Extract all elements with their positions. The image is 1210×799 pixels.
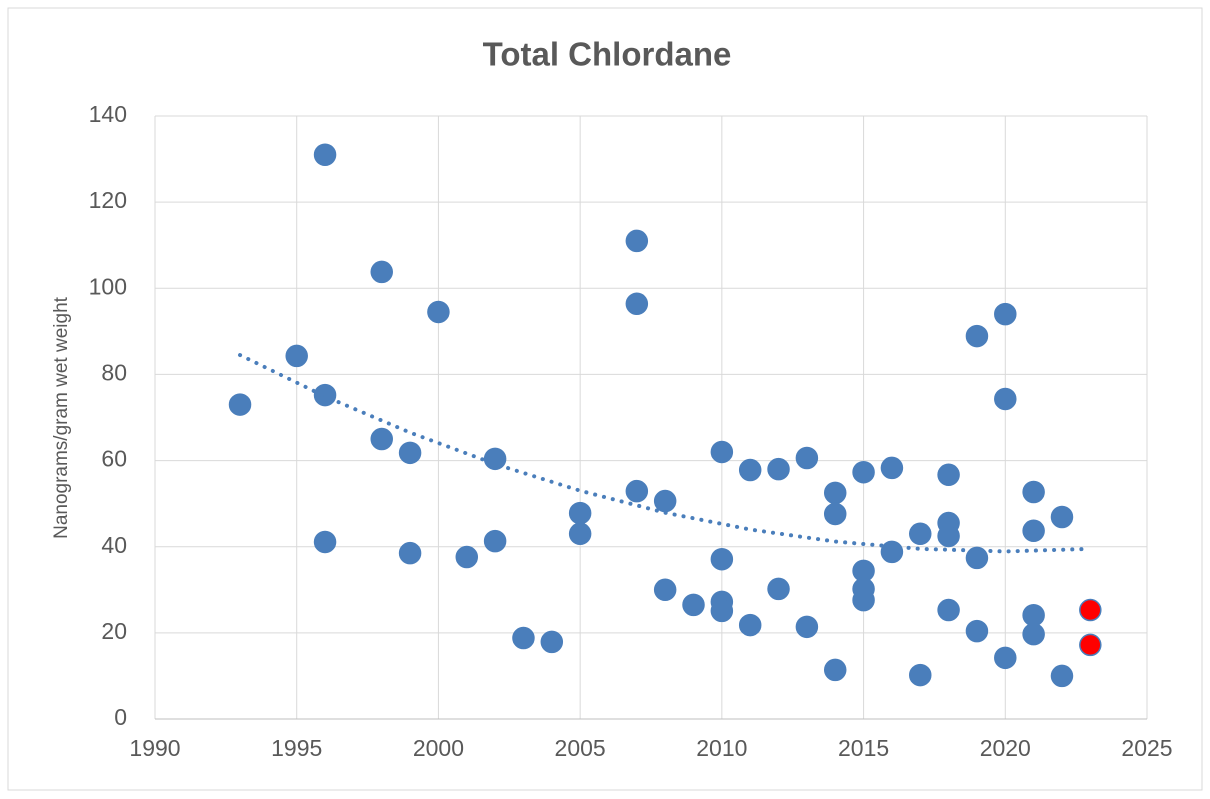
- data-point: [1022, 519, 1045, 543]
- data-point: [795, 615, 819, 639]
- data-point: [370, 260, 393, 284]
- data-point: [398, 541, 422, 565]
- data-point: [625, 479, 649, 503]
- data-point: [313, 383, 337, 407]
- y-tick-label: 20: [101, 618, 127, 644]
- data-point: [909, 522, 932, 546]
- data-point: [483, 529, 507, 553]
- data-point: [568, 522, 592, 546]
- y-tick-label: 60: [101, 446, 127, 472]
- data-point: [398, 441, 422, 465]
- data-point: [767, 457, 790, 481]
- y-tick-label: 120: [89, 187, 127, 213]
- data-point: [625, 292, 649, 316]
- y-axis-label: Nanograms/gram wet weight: [51, 296, 72, 539]
- data-point: [880, 456, 904, 480]
- x-tick-label: 2005: [555, 735, 606, 761]
- data-point: [994, 302, 1017, 326]
- data-point: [937, 598, 960, 622]
- data-point: [653, 489, 677, 513]
- x-tick-label: 2025: [1121, 735, 1172, 761]
- data-point: [1050, 505, 1074, 529]
- y-tick-label: 140: [89, 101, 127, 127]
- data-point: [568, 501, 592, 525]
- x-tick-label: 1995: [271, 735, 322, 761]
- data-point: [483, 447, 507, 471]
- x-tick-label: 1990: [129, 735, 180, 761]
- data-point: [965, 324, 989, 348]
- data-point: [994, 646, 1017, 670]
- data-point: [1022, 622, 1045, 646]
- x-tick-label: 2000: [413, 735, 464, 761]
- data-point: [455, 545, 479, 569]
- data-point: [1022, 603, 1045, 627]
- data-point: [909, 663, 932, 687]
- data-point: [653, 578, 677, 602]
- data-point: [823, 481, 847, 505]
- data-point: [852, 460, 875, 484]
- data-point: [285, 344, 308, 368]
- data-point: [823, 658, 847, 682]
- data-point: [1079, 633, 1102, 657]
- data-point: [625, 229, 649, 253]
- x-tick-label: 2015: [838, 735, 889, 761]
- data-point: [994, 387, 1017, 411]
- data-point: [710, 440, 734, 464]
- y-tick-label: 100: [89, 273, 127, 299]
- y-tick-label: 0: [114, 704, 127, 730]
- data-point: [313, 143, 337, 167]
- data-point: [228, 393, 252, 416]
- data-point: [710, 599, 734, 623]
- chart-border: [7, 7, 1203, 791]
- data-point: [1022, 480, 1045, 504]
- data-point: [880, 540, 904, 564]
- data-point: [767, 577, 790, 601]
- data-point: [313, 530, 337, 554]
- data-point: [738, 613, 762, 637]
- data-point: [370, 427, 393, 451]
- data-point: [682, 593, 705, 617]
- data-point: [937, 463, 960, 487]
- y-tick-label: 80: [101, 360, 127, 386]
- chart-title: Total Chlordane: [483, 36, 732, 73]
- data-point: [965, 619, 989, 643]
- data-point: [540, 630, 564, 654]
- trendline: [238, 353, 1093, 554]
- data-point: [823, 502, 847, 526]
- data-point: [852, 588, 875, 612]
- data-point: [1050, 664, 1074, 688]
- data-point: [1079, 598, 1102, 622]
- x-tick-label: 2020: [980, 735, 1031, 761]
- y-tick-label: 40: [101, 532, 127, 558]
- data-point: [427, 300, 450, 324]
- data-point: [965, 546, 989, 570]
- data-point: [710, 547, 734, 571]
- x-tick-label: 2010: [696, 735, 747, 761]
- data-point: [795, 446, 819, 470]
- data-point: [937, 524, 960, 548]
- data-point: [512, 626, 535, 650]
- data-point: [738, 458, 762, 482]
